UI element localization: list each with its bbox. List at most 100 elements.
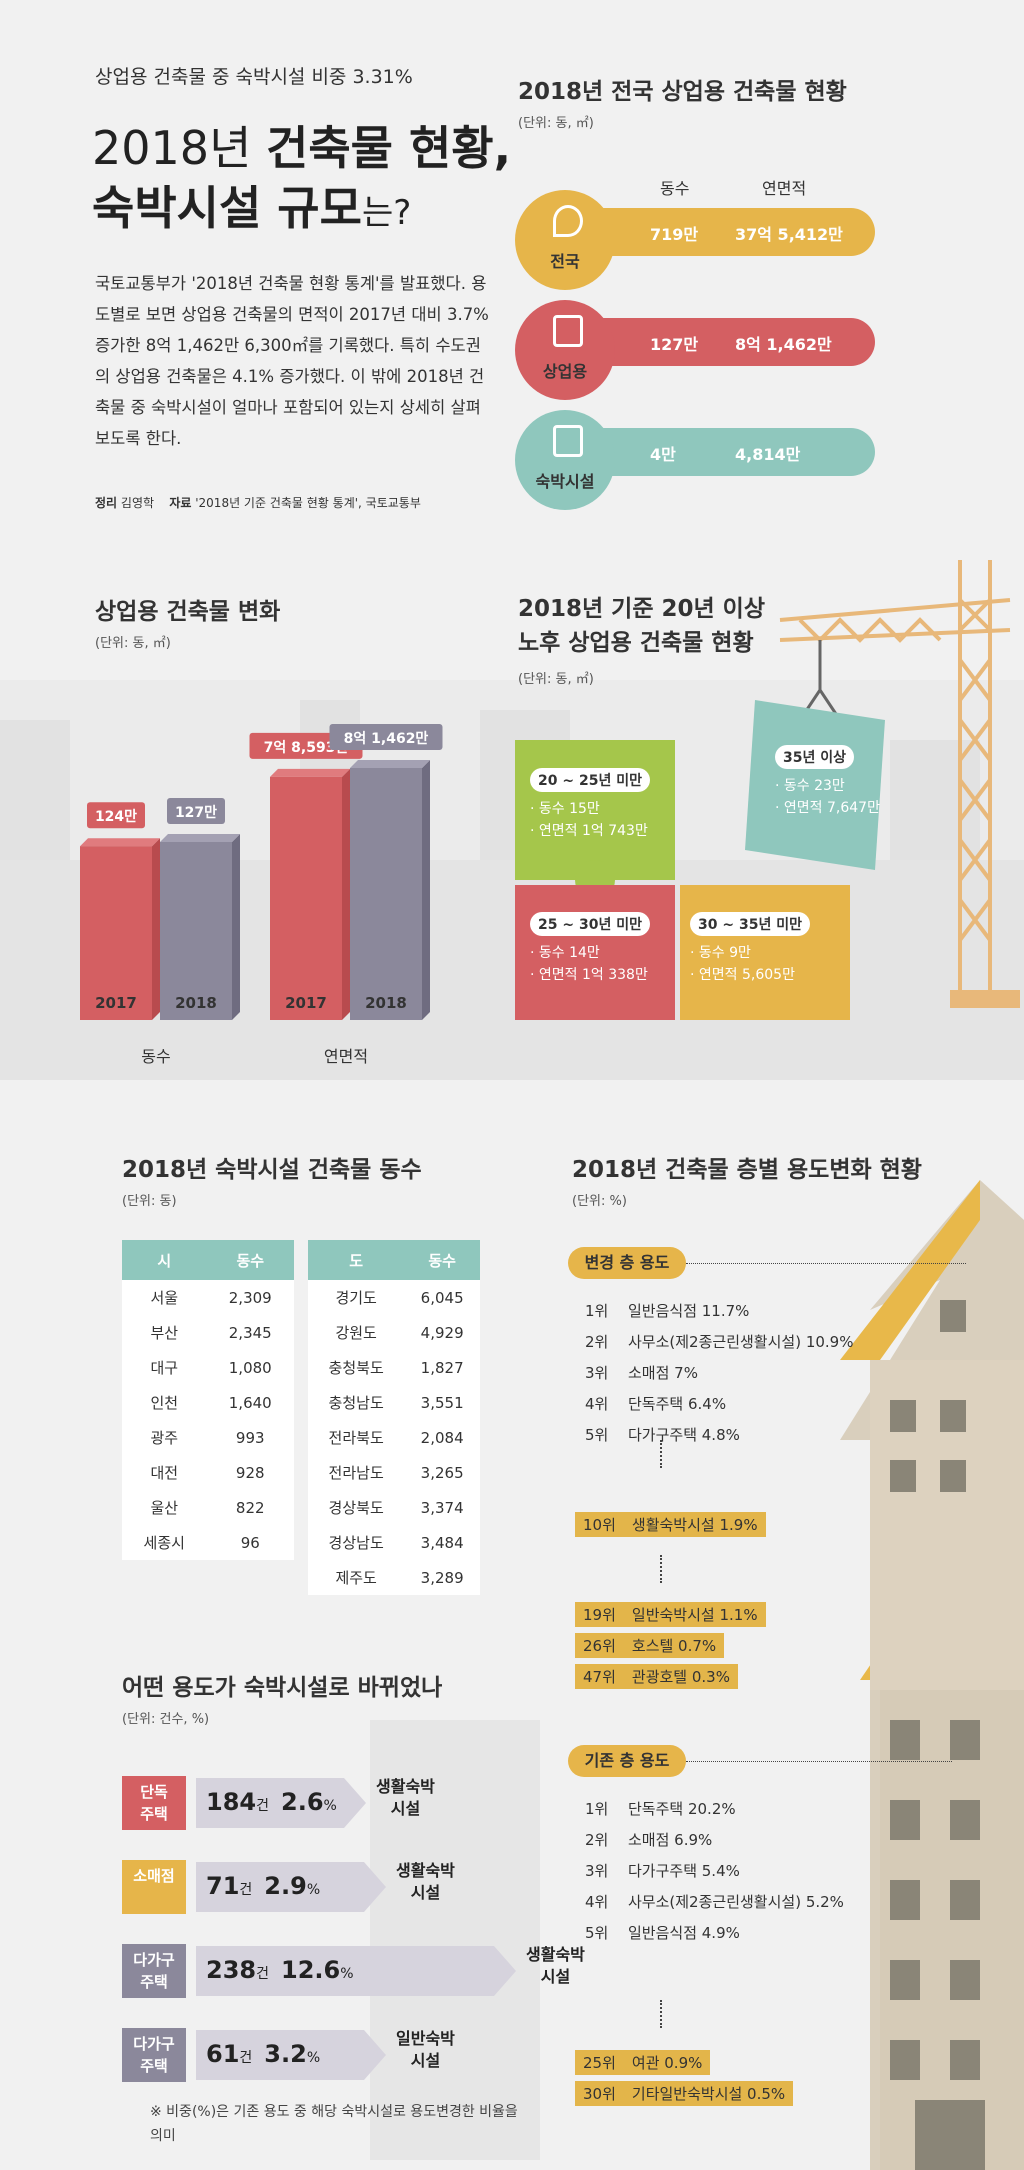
city-header-count: 동수 [206,1240,294,1280]
conversion-arrow [196,1946,516,1996]
changed-highlight-rank: 10위 [583,1516,616,1534]
province-count: 3,484 [404,1525,480,1560]
existing-item: 소매점 6.9% [628,1831,713,1849]
changed-item: 다가구주택 4.8% [628,1426,740,1444]
puzzle-piece-line1: · 동수 23만 [775,778,845,794]
bar-side [422,760,430,1020]
conversion-pct: 12.6 [281,1956,341,1984]
city-row: 대구 1,080 [122,1350,294,1385]
city-name: 세종시 [122,1525,207,1560]
credit-line: 정리 김영학 자료 '2018년 기준 건축물 현황 통계', 국토교통부 [95,494,421,511]
national-row-label: 숙박시설 [535,472,595,491]
changed-item: 사무소(제2종근린생활시설) 10.9% [628,1333,854,1351]
conversion-pct-unit: % [340,1966,354,1982]
city-count: 1,640 [206,1385,294,1420]
province-count: 4,929 [404,1315,480,1350]
conversion-count: 61 [206,2040,240,2068]
floor-title: 2018년 건축물 층별 용도변화 현황 [572,1157,922,1183]
puzzle-piece-text: 30 ~ 35년 미만 · 동수 9만 · 연면적 5,605만 [690,912,830,986]
changed-item: 소매점 7% [628,1364,698,1382]
province-row: 경상북도 3,374 [308,1490,480,1525]
conversion-to-label: 생활숙박 시설 [376,1777,435,1818]
puzzle-piece-text: 35년 이상 · 동수 23만 · 연면적 7,647만 [775,745,915,819]
crane-illustration [779,560,1020,1008]
bar-value-badge [87,802,145,829]
existing-rank: 5위 [585,1924,609,1942]
conversion-note: ※ 비중(%)은 기존 용도 중 해당 숙박시설로 용도변경한 비율을 의미 [150,2104,518,2144]
changed-rank: 3위 [585,1364,609,1382]
province-row: 전라북도 2,084 [308,1420,480,1455]
bar-top [350,760,430,768]
national-col-count: 동수 [660,179,690,198]
bar-top [160,834,240,842]
bar-동수-2017 [80,846,152,1020]
old-title: 2018년 기준 20년 이상 노후 상업용 건축물 현황 [518,592,765,660]
national-unit: (단위: 동, ㎡) [518,116,594,131]
province-header-count: 동수 [404,1240,480,1280]
header-subtitle: 상업용 건축물 중 숙박시설 비중 3.31% [95,66,413,88]
province-count: 1,827 [404,1350,480,1385]
conversion-to-label: 생활숙박 시설 [526,1945,585,1986]
old-unit: (단위: 동, ㎡) [518,672,594,687]
conversion-from-box: 다가구 주택 [122,2028,186,2082]
city-row: 광주 993 [122,1420,294,1455]
changed-highlight: 26위 호스텔 0.7% [575,1633,725,1658]
city-count: 1,080 [206,1350,294,1385]
changed-rank: 2위 [585,1333,609,1351]
city-count: 2,309 [206,1280,294,1315]
floor-unit: (단위: %) [572,1194,627,1209]
bar-동수-2018 [160,842,232,1020]
city-row: 세종시 96 [122,1525,294,1560]
province-header-name: 도 [308,1240,405,1280]
bar-top [80,838,160,847]
national-title: 2018년 전국 상업용 건축물 현황 [518,79,847,105]
puzzle-piece-head: 25 ~ 30년 미만 [530,912,650,936]
existing-highlight-rank: 25위 [583,2054,616,2072]
conversion-count-unit: 건 [239,2050,253,2066]
lodging-title: 2018년 숙박시설 건축물 동수 [122,1157,422,1183]
national-row-count: 127만 [650,335,699,354]
national-row-area: 8억 1,462만 [735,335,832,354]
bar-year-label: 2017 [95,994,137,1012]
province-count: 3,265 [404,1455,480,1490]
changed-item: 일반음식점 11.7% [628,1302,750,1320]
province-row: 경기도 6,045 [308,1280,480,1315]
bg-building-left [370,1720,540,2160]
existing-use-tag: 기존 층 용도 [568,1745,686,1777]
province-row: 충청북도 1,827 [308,1350,480,1385]
conversion-pct: 2.6 [281,1788,324,1816]
conversion-pct: 2.9 [264,1872,307,1900]
city-name: 대구 [122,1350,207,1385]
puzzle-piece-text: 25 ~ 30년 미만 · 동수 14만 · 연면적 1억 338만 [530,912,670,986]
city-name: 서울 [122,1280,207,1315]
conversion-count: 184 [206,1788,257,1816]
puzzle-piece-line2: · 연면적 5,605만 [690,967,795,983]
puzzle-piece-text: 20 ~ 25년 미만 · 동수 15만 · 연면적 1억 743만 [530,768,670,842]
conversion-count: 71 [206,1872,240,1900]
changed-highlight: 10위 생활숙박시설 1.9% [575,1512,766,1537]
existing-rank: 2위 [585,1831,609,1849]
national-col-area: 연면적 [762,179,807,198]
existing-item: 다가구주택 5.4% [628,1862,740,1880]
conversion-values: 61건 3.2% [206,2040,320,2068]
province-name: 제주도 [308,1560,405,1595]
bar-group-label: 동수 [141,1047,170,1066]
national-row-label: 상업용 [542,362,588,381]
city-row: 대전 928 [122,1455,294,1490]
existing-rank: 4위 [585,1893,609,1911]
province-count: 3,551 [404,1385,480,1420]
province-row: 충청남도 3,551 [308,1385,480,1420]
puzzle-piece-line1: · 동수 14만 [530,945,600,961]
changed-item: 단독주택 6.4% [628,1395,727,1413]
bar-side [342,768,350,1020]
bar-value-label: 124만 [95,809,137,825]
city-name: 인천 [122,1385,207,1420]
conversion-pct-unit: % [306,1882,321,1898]
credit-source: '2018년 기준 건축물 현황 통계', 국토교통부 [195,496,421,510]
conversion-pct: 3.2 [264,2040,307,2068]
city-row: 인천 1,640 [122,1385,294,1420]
conversion-count-unit: 건 [239,1882,253,1898]
existing-item: 단독주택 20.2% [628,1800,736,1818]
city-table: 시 동수 서울 2,309 부산 2,345 대구 1,080 인천 1,640 광주 993 대전… [122,1240,294,1560]
